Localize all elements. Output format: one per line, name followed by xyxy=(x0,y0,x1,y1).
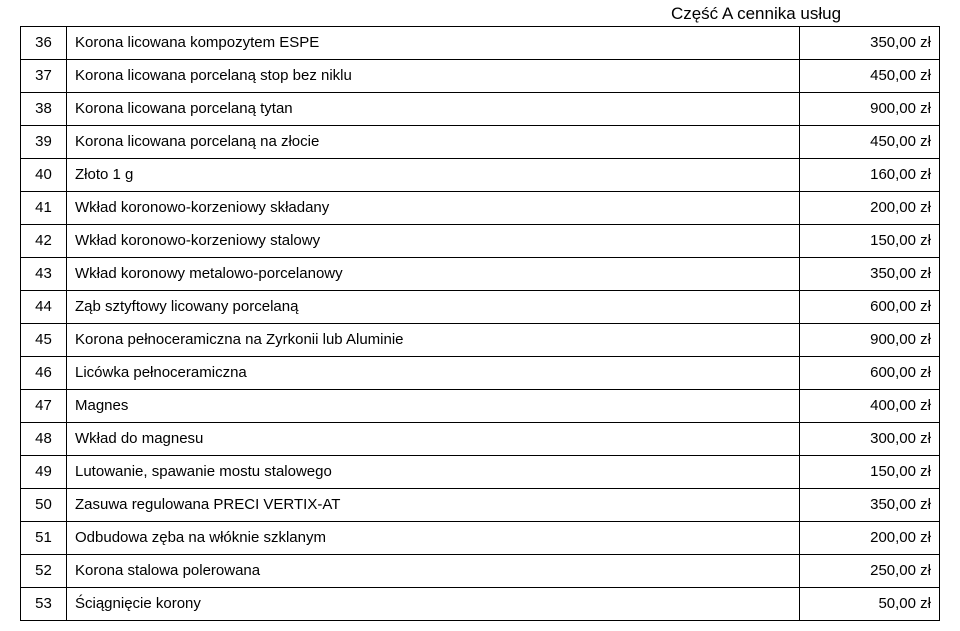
price-table: 36 Korona licowana kompozytem ESPE 350,0… xyxy=(20,26,940,621)
row-desc: Złoto 1 g xyxy=(67,159,800,192)
row-price: 900,00 zł xyxy=(800,324,940,357)
row-price: 150,00 zł xyxy=(800,225,940,258)
row-desc: Zasuwa regulowana PRECI VERTIX-AT xyxy=(67,489,800,522)
table-row: 51 Odbudowa zęba na włóknie szklanym 200… xyxy=(21,522,940,555)
row-number: 44 xyxy=(21,291,67,324)
table-row: 40 Złoto 1 g 160,00 zł xyxy=(21,159,940,192)
table-row: 38 Korona licowana porcelaną tytan 900,0… xyxy=(21,93,940,126)
row-desc: Magnes xyxy=(67,390,800,423)
table-row: 44 Ząb sztyftowy licowany porcelaną 600,… xyxy=(21,291,940,324)
table-row: 39 Korona licowana porcelaną na złocie 4… xyxy=(21,126,940,159)
row-number: 48 xyxy=(21,423,67,456)
row-desc: Korona licowana porcelaną tytan xyxy=(67,93,800,126)
table-row: 52 Korona stalowa polerowana 250,00 zł xyxy=(21,555,940,588)
row-number: 50 xyxy=(21,489,67,522)
row-price: 350,00 zł xyxy=(800,489,940,522)
row-number: 51 xyxy=(21,522,67,555)
row-number: 40 xyxy=(21,159,67,192)
row-price: 50,00 zł xyxy=(800,588,940,621)
row-desc: Wkład koronowo-korzeniowy składany xyxy=(67,192,800,225)
price-table-body: 36 Korona licowana kompozytem ESPE 350,0… xyxy=(21,27,940,621)
row-price: 450,00 zł xyxy=(800,60,940,93)
row-price: 400,00 zł xyxy=(800,390,940,423)
row-desc: Odbudowa zęba na włóknie szklanym xyxy=(67,522,800,555)
row-desc: Korona licowana porcelaną stop bez niklu xyxy=(67,60,800,93)
table-row: 45 Korona pełnoceramiczna na Zyrkonii lu… xyxy=(21,324,940,357)
table-row: 43 Wkład koronowy metalowo-porcelanowy 3… xyxy=(21,258,940,291)
row-price: 600,00 zł xyxy=(800,291,940,324)
row-desc: Korona licowana porcelaną na złocie xyxy=(67,126,800,159)
row-price: 160,00 zł xyxy=(800,159,940,192)
row-number: 36 xyxy=(21,27,67,60)
row-price: 350,00 zł xyxy=(800,27,940,60)
row-number: 39 xyxy=(21,126,67,159)
row-price: 900,00 zł xyxy=(800,93,940,126)
row-desc: Ząb sztyftowy licowany porcelaną xyxy=(67,291,800,324)
table-row: 53 Ściągnięcie korony 50,00 zł xyxy=(21,588,940,621)
row-price: 200,00 zł xyxy=(800,522,940,555)
row-desc: Korona pełnoceramiczna na Zyrkonii lub A… xyxy=(67,324,800,357)
row-price: 450,00 zł xyxy=(800,126,940,159)
row-desc: Korona stalowa polerowana xyxy=(67,555,800,588)
row-price: 250,00 zł xyxy=(800,555,940,588)
table-row: 46 Licówka pełnoceramiczna 600,00 zł xyxy=(21,357,940,390)
row-desc: Wkład koronowo-korzeniowy stalowy xyxy=(67,225,800,258)
table-row: 36 Korona licowana kompozytem ESPE 350,0… xyxy=(21,27,940,60)
row-price: 150,00 zł xyxy=(800,456,940,489)
row-number: 37 xyxy=(21,60,67,93)
row-desc: Ściągnięcie korony xyxy=(67,588,800,621)
table-row: 49 Lutowanie, spawanie mostu stalowego 1… xyxy=(21,456,940,489)
row-number: 38 xyxy=(21,93,67,126)
row-desc: Wkład koronowy metalowo-porcelanowy xyxy=(67,258,800,291)
row-number: 41 xyxy=(21,192,67,225)
row-number: 52 xyxy=(21,555,67,588)
page-title: Część A cennika usług xyxy=(572,4,940,24)
page: Część A cennika usług 36 Korona licowana… xyxy=(0,0,960,631)
table-row: 50 Zasuwa regulowana PRECI VERTIX-AT 350… xyxy=(21,489,940,522)
row-number: 43 xyxy=(21,258,67,291)
table-row: 48 Wkład do magnesu 300,00 zł xyxy=(21,423,940,456)
row-number: 45 xyxy=(21,324,67,357)
row-desc: Korona licowana kompozytem ESPE xyxy=(67,27,800,60)
row-number: 47 xyxy=(21,390,67,423)
row-price: 200,00 zł xyxy=(800,192,940,225)
row-number: 46 xyxy=(21,357,67,390)
row-desc: Licówka pełnoceramiczna xyxy=(67,357,800,390)
row-price: 350,00 zł xyxy=(800,258,940,291)
row-desc: Wkład do magnesu xyxy=(67,423,800,456)
table-row: 41 Wkład koronowo-korzeniowy składany 20… xyxy=(21,192,940,225)
row-price: 300,00 zł xyxy=(800,423,940,456)
row-number: 53 xyxy=(21,588,67,621)
row-number: 49 xyxy=(21,456,67,489)
row-price: 600,00 zł xyxy=(800,357,940,390)
table-row: 47 Magnes 400,00 zł xyxy=(21,390,940,423)
table-row: 42 Wkład koronowo-korzeniowy stalowy 150… xyxy=(21,225,940,258)
row-desc: Lutowanie, spawanie mostu stalowego xyxy=(67,456,800,489)
row-number: 42 xyxy=(21,225,67,258)
table-row: 37 Korona licowana porcelaną stop bez ni… xyxy=(21,60,940,93)
